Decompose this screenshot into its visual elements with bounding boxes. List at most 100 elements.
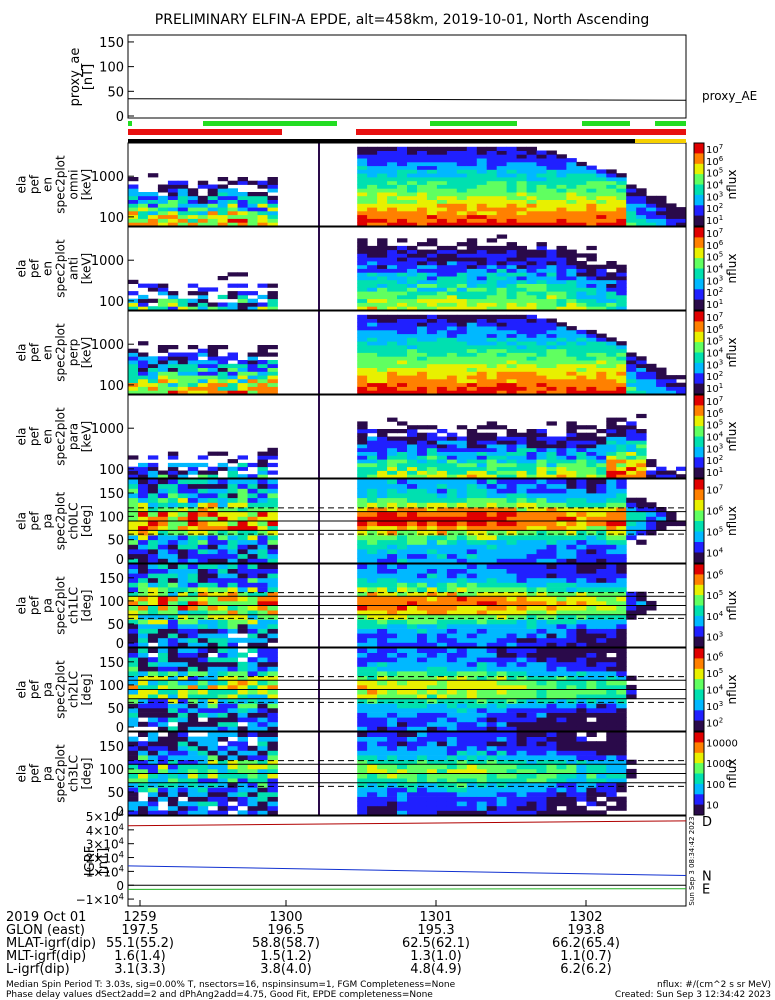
y-tick-label: 0 [116, 637, 124, 652]
heatmap-cell [576, 479, 587, 485]
heatmap-cell [138, 371, 149, 376]
heatmap-cell [237, 298, 248, 303]
heatmap-cell [596, 544, 607, 550]
heatmap-cell [526, 553, 537, 559]
heatmap-cell [556, 214, 567, 219]
heatmap-cell [496, 245, 508, 251]
heatmap-cell [476, 591, 488, 597]
heatmap-cell [436, 158, 448, 163]
heatmap-cell [606, 721, 617, 727]
heatmap-cell [257, 348, 268, 353]
heatmap-cell [496, 544, 508, 550]
heatmap-cell [177, 222, 189, 227]
heatmap-cell [486, 222, 498, 227]
colorbar-segment [694, 615, 704, 627]
heatmap-cell [387, 356, 398, 361]
heatmap-cell [586, 291, 597, 296]
heatmap-cell [486, 177, 498, 182]
heatmap-cell [387, 479, 398, 485]
heatmap-cell [407, 165, 418, 170]
heatmap-cell [536, 633, 547, 639]
colorbar-tick-label: 105 [706, 251, 723, 264]
heatmap-cell [476, 154, 488, 159]
heatmap-cell [237, 694, 248, 700]
heatmap-cell [446, 703, 458, 709]
heatmap-cell [466, 549, 478, 555]
heatmap-cell [417, 521, 428, 527]
heatmap-cell [267, 600, 278, 606]
heatmap-cell [516, 488, 527, 494]
heatmap-cell [387, 666, 398, 672]
heatmap-cell [516, 257, 527, 262]
heatmap-cell [357, 544, 368, 550]
heatmap-cell [576, 596, 587, 602]
heatmap-cell [197, 207, 209, 212]
heatmap-cell [436, 245, 448, 251]
heatmap-cell [257, 360, 268, 365]
heatmap-cell [187, 530, 199, 536]
heatmap-cell [666, 222, 677, 227]
heatmap-cell [516, 272, 527, 277]
heatmap-cell [237, 535, 248, 541]
heatmap-cell [426, 684, 438, 690]
heatmap-cell [526, 195, 537, 200]
heatmap-cell [616, 633, 627, 639]
heatmap-cell [167, 474, 179, 479]
heatmap-cell [466, 516, 478, 522]
heatmap-cell [397, 689, 408, 695]
heatmap-cell [596, 264, 607, 269]
heatmap-cell [566, 352, 577, 357]
heatmap-cell [387, 497, 398, 503]
heatmap-cell [407, 245, 418, 251]
heatmap-cell [606, 429, 617, 434]
heatmap-cell [436, 553, 448, 559]
heatmap-cell [207, 726, 219, 732]
heatmap-cell [247, 382, 258, 387]
heatmap-cell [536, 253, 547, 258]
heatmap-cell [187, 633, 199, 639]
heatmap-cell [536, 470, 547, 475]
heatmap-cell [626, 199, 637, 204]
heatmap-cell [466, 633, 478, 639]
heatmap-cell [237, 207, 248, 212]
heatmap-cell [606, 352, 617, 357]
heatmap-cell [407, 287, 418, 292]
heatmap-cell [257, 180, 268, 185]
heatmap-cell [586, 483, 597, 489]
heatmap-cell [576, 287, 587, 292]
heatmap-cell [526, 341, 537, 346]
heatmap-cell [486, 348, 498, 353]
heatmap-cell [596, 502, 607, 508]
heatmap-cell [367, 628, 378, 634]
heatmap-cell [167, 470, 179, 475]
heatmap-cell [436, 497, 448, 503]
heatmap-cell [476, 371, 488, 376]
heatmap-cell [516, 591, 527, 597]
heatmap-cell [357, 587, 368, 593]
heatmap-cell [197, 222, 209, 227]
heatmap-cell [446, 218, 458, 223]
heatmap-cell [367, 703, 378, 709]
heatmap-cell [417, 694, 428, 700]
heatmap-cell [526, 322, 537, 327]
heatmap-cell [187, 577, 199, 583]
proxy-ae-legend: proxy_AE [702, 89, 757, 103]
heatmap-cell [606, 707, 617, 713]
heatmap-cell [367, 591, 378, 597]
heatmap-cell [466, 276, 478, 281]
heatmap-cell [147, 371, 159, 376]
heatmap-cell [516, 564, 527, 569]
heatmap-cell [367, 474, 378, 479]
heatmap-cell [387, 429, 398, 434]
heatmap-cell [426, 283, 438, 288]
heatmap-cell [397, 287, 408, 292]
heatmap-cell [496, 264, 508, 269]
heatmap-cell [257, 516, 268, 522]
heatmap-cell [207, 530, 219, 536]
heatmap-cell [207, 466, 219, 471]
heatmap-cell [516, 657, 527, 663]
heatmap-cell [436, 214, 448, 219]
heatmap-cell [566, 294, 577, 300]
heatmap-cell [377, 378, 388, 384]
heatmap-cell [496, 169, 508, 174]
